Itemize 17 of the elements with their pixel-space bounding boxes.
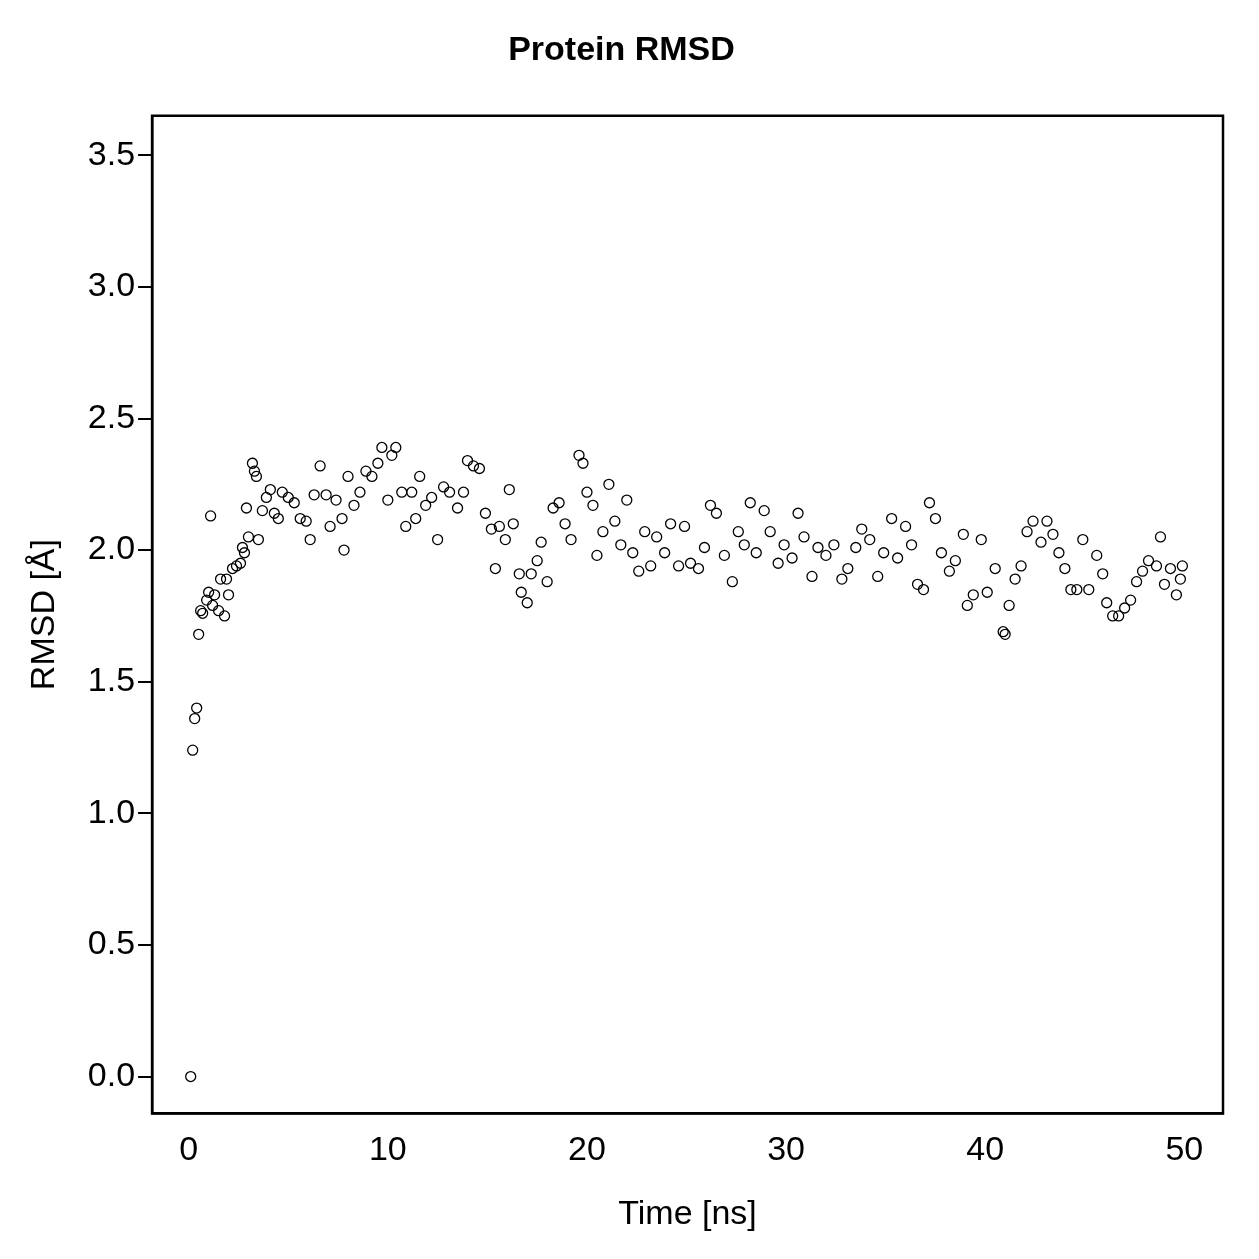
x-tick-label: 40 — [966, 1129, 1005, 1168]
y-tick-label: 1.5 — [87, 660, 136, 699]
y-tick-label: 2.5 — [87, 396, 136, 435]
y-tick-label: 0.0 — [87, 1054, 136, 1093]
x-tick-label: 0 — [179, 1129, 199, 1168]
y-tick-label: 0.5 — [87, 923, 136, 962]
chart-title: Protein RMSD — [508, 28, 735, 67]
x-tick-label: 30 — [767, 1129, 806, 1168]
x-tick-label: 10 — [368, 1129, 407, 1168]
x-axis-title: Time [ns] — [618, 1192, 757, 1231]
y-tick-label: 3.0 — [87, 265, 136, 304]
y-axis-title: RMSD [Å] — [22, 539, 61, 691]
y-tick-label: 3.5 — [87, 133, 136, 172]
x-tick-label: 50 — [1165, 1129, 1204, 1168]
y-tick-label: 2.0 — [87, 528, 136, 567]
x-tick-label: 20 — [568, 1129, 606, 1168]
y-tick-label: 1.0 — [87, 791, 136, 830]
